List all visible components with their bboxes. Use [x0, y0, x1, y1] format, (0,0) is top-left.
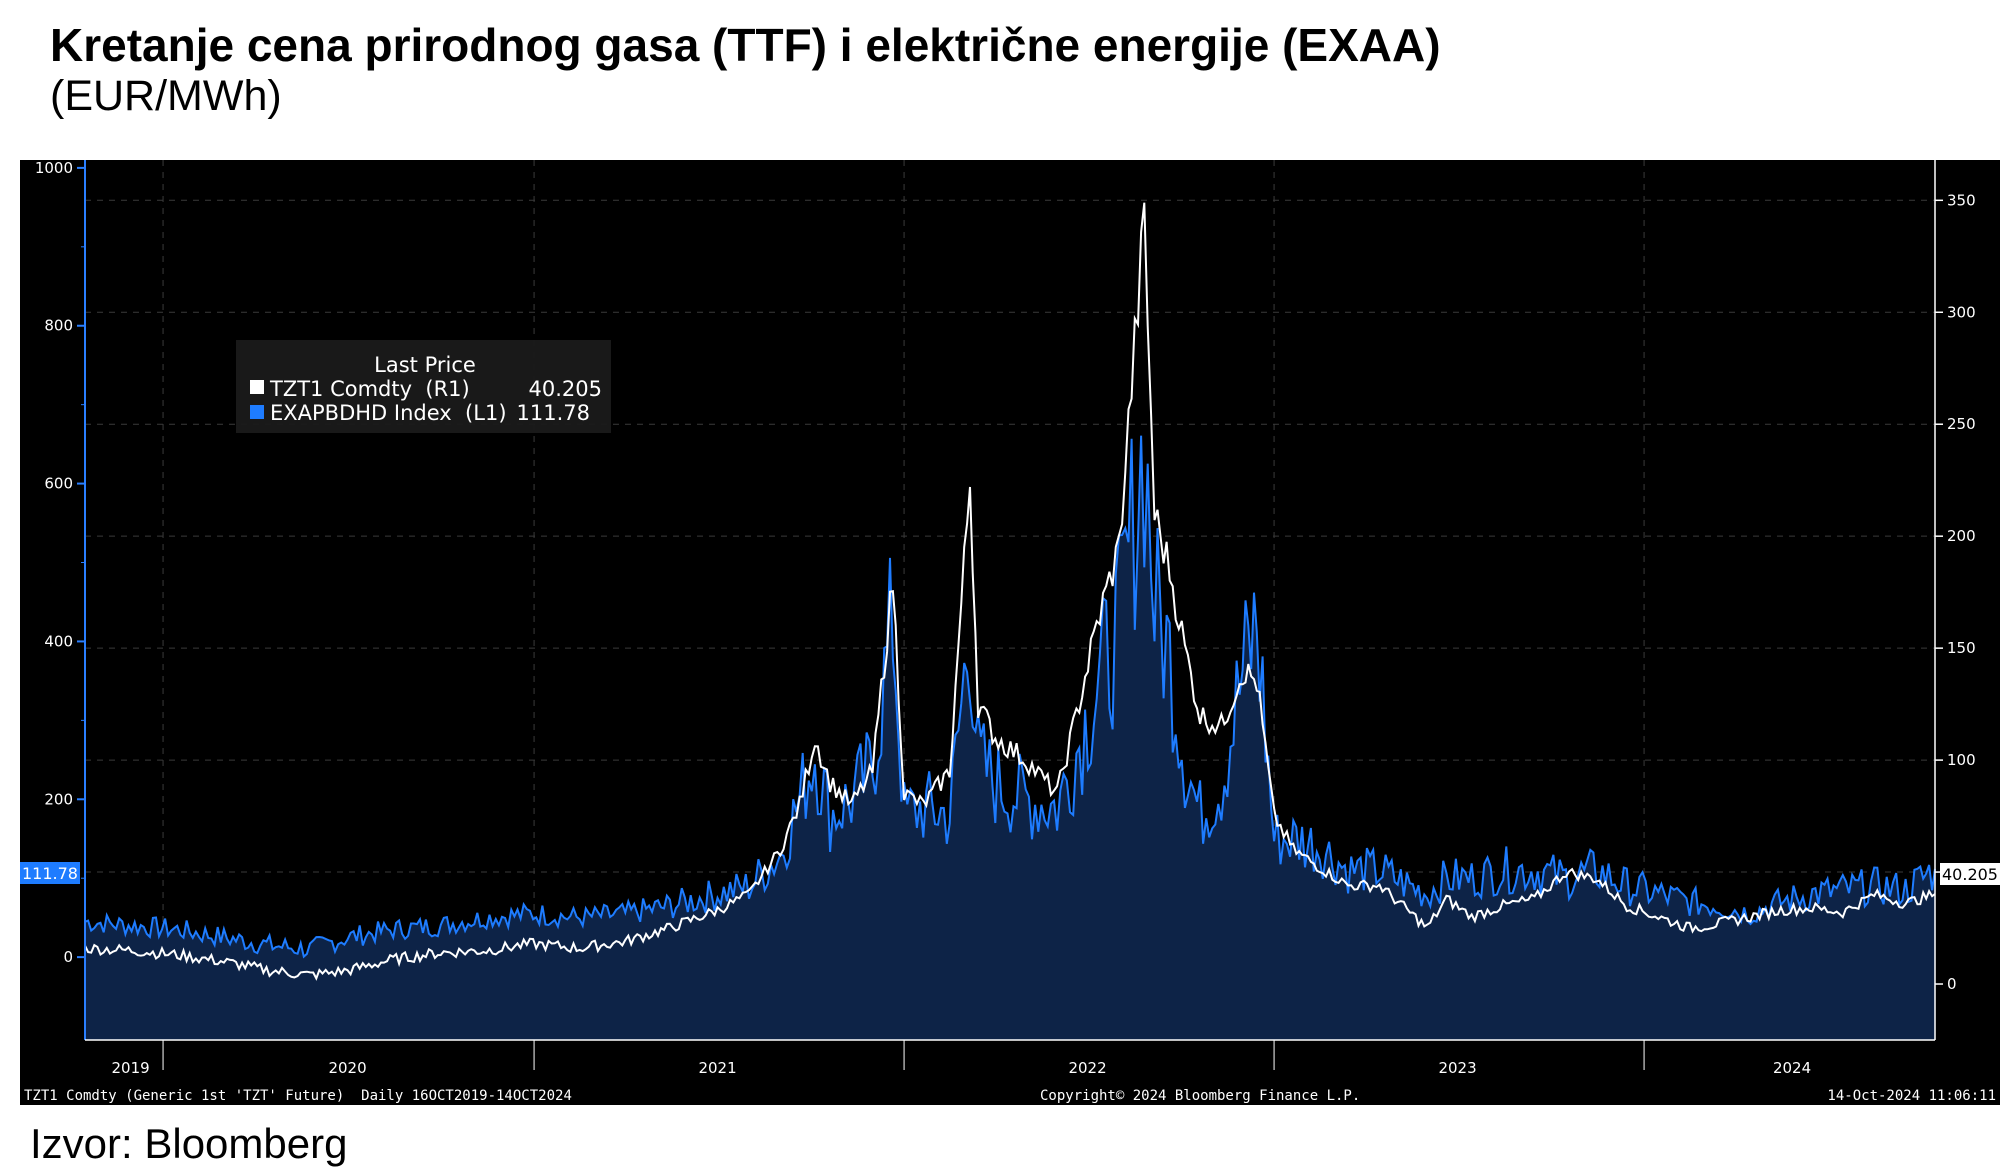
left-axis-tick-label: 200 [44, 790, 73, 808]
left-last-price-tag: 111.78 [20, 862, 80, 884]
legend-box [236, 340, 611, 433]
right-axis-tick-label: 100 [1947, 751, 1976, 769]
right-last-price-label: 40.205 [1942, 865, 1998, 884]
right-last-price-tag: 40.205 [1940, 863, 2000, 885]
left-axis-tick-label: 800 [44, 317, 73, 335]
x-axis-tick-label: 2021 [698, 1059, 736, 1077]
source-note: Izvor: Bloomberg [30, 1120, 348, 1167]
right-axis-tick-label: 150 [1947, 639, 1976, 657]
right-axis-tick-label: 250 [1947, 415, 1976, 433]
legend-gas-name: TZT1 Comdty (R1) [269, 377, 470, 401]
x-axis-tick-label: 2020 [328, 1059, 366, 1077]
legend: Last Price TZT1 Comdty (R1) 40.205 EXAPB… [236, 340, 611, 433]
legend-gas-swatch [250, 380, 264, 394]
legend-electricity-swatch [250, 405, 264, 419]
electricity-area-fill [85, 435, 1935, 1040]
footer-copyright: Copyright© 2024 Bloomberg Finance L.P. [1040, 1088, 1360, 1104]
chart-title: Kretanje cena prirodnog gasa (TTF) i ele… [50, 19, 1441, 71]
x-axis-tick-label: 2024 [1773, 1059, 1811, 1077]
left-axis-tick-label: 1000 [35, 159, 73, 177]
axes: 0200400600800100005010015020025030035020… [35, 159, 1976, 1077]
series-layer [84, 202, 1936, 1040]
right-axis-tick-label: 200 [1947, 527, 1976, 545]
left-last-price-label: 111.78 [22, 864, 78, 883]
left-axis-tick-label: 0 [63, 948, 73, 966]
electricity-series-line [84, 435, 1936, 959]
gas-series-line [84, 202, 1936, 981]
right-axis-tick-label: 300 [1947, 303, 1976, 321]
left-axis-tick-label: 400 [44, 632, 73, 650]
legend-electricity-name: EXAPBDHD Index (L1) [270, 401, 507, 425]
x-axis-tick-label: 2019 [112, 1059, 150, 1077]
chart-subtitle: (EUR/MWh) [50, 72, 282, 120]
left-axis-tick-label: 600 [44, 475, 73, 493]
right-axis-tick-label: 0 [1947, 975, 1957, 993]
legend-electricity-value: 111.78 [517, 401, 590, 425]
right-axis-tick-label: 350 [1947, 191, 1976, 209]
legend-header: Last Price [374, 353, 476, 377]
x-axis-tick-label: 2022 [1068, 1059, 1106, 1077]
footer-timestamp: 14-Oct-2024 11:06:11 [1827, 1088, 1996, 1104]
footer-left-text: TZT1 Comdty (Generic 1st 'TZT' Future) D… [24, 1088, 572, 1104]
legend-gas-value: 40.205 [529, 377, 602, 401]
x-axis-tick-label: 2023 [1438, 1059, 1476, 1077]
